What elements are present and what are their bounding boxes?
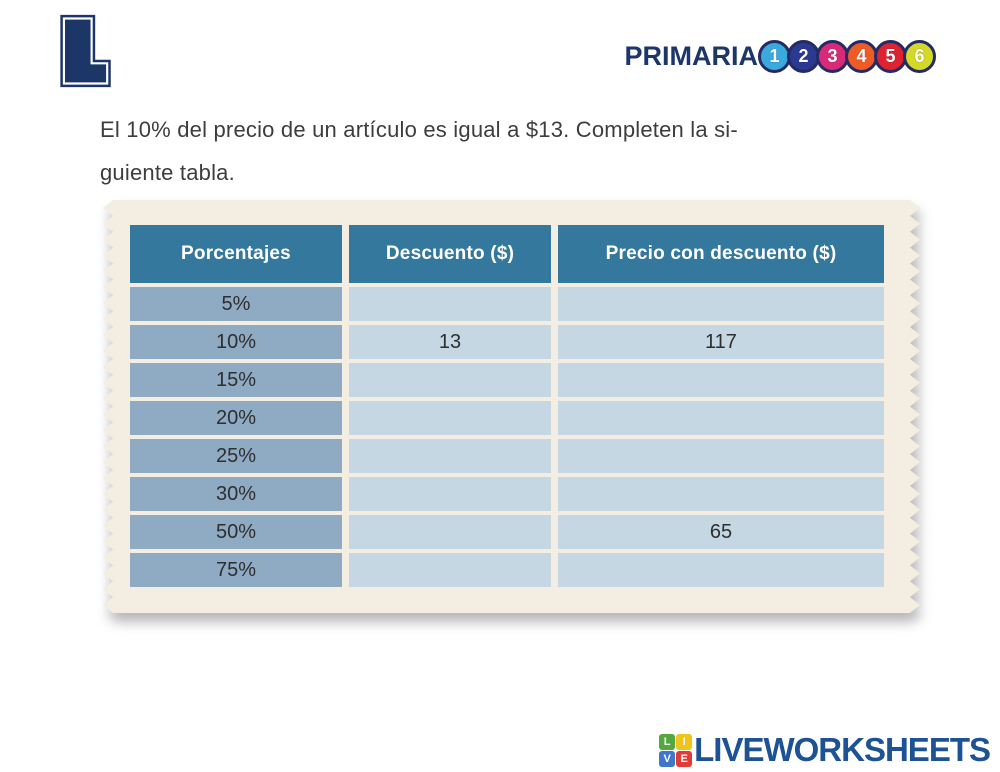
lw-icon-letter-v: V	[659, 750, 676, 767]
instruction-line-1: El 10% del precio de un artículo es igua…	[100, 117, 738, 142]
paper-shadow-wrap: Porcentajes Descuento ($) Precio con des…	[103, 200, 920, 613]
price-answer-cell[interactable]	[558, 553, 884, 587]
lw-icon-letter-l: L	[659, 733, 676, 750]
header-descuento: Descuento ($)	[349, 225, 551, 283]
level-5-badge: 5	[874, 39, 907, 73]
percentage-cell: 15%	[130, 363, 342, 397]
percentage-cell: 5%	[130, 287, 342, 321]
discount-answer-cell[interactable]	[349, 477, 551, 511]
discount-answer-cell[interactable]	[349, 287, 551, 321]
varsity-l-icon	[60, 14, 111, 88]
discount-answer-cell[interactable]	[349, 363, 551, 397]
liveworksheets-wordmark: LIVEWORKSHEETS	[694, 731, 991, 768]
percentage-cell: 25%	[130, 439, 342, 473]
price-answer-cell[interactable]	[558, 401, 884, 435]
school-letter-logo	[56, 13, 112, 89]
instruction-line-2: guiente tabla.	[100, 160, 235, 185]
percentage-cell: 30%	[130, 477, 342, 511]
price-value-cell: 65	[558, 515, 884, 549]
level-1-badge: 1	[758, 39, 791, 73]
discount-answer-cell[interactable]	[349, 401, 551, 435]
exercise-instruction: El 10% del precio de un artículo es igua…	[100, 108, 738, 194]
primaria-label: PRIMARIA	[624, 40, 759, 71]
level-6-badge: 6	[903, 39, 936, 73]
level-2-badge: 2	[787, 39, 820, 73]
lw-icon-letter-e: E	[676, 750, 693, 767]
percentage-cell: 50%	[130, 515, 342, 549]
lw-icon-letter-i: I	[676, 733, 693, 750]
header-porcentajes: Porcentajes	[130, 225, 342, 283]
percentages-table: Porcentajes Descuento ($) Precio con des…	[130, 225, 884, 587]
primaria-badge: PRIMARIA 1 2 3 4 5 6	[624, 38, 936, 74]
price-value-cell: 117	[558, 325, 884, 359]
discount-value-cell: 13	[349, 325, 551, 359]
price-answer-cell[interactable]	[558, 287, 884, 321]
discount-answer-cell[interactable]	[349, 515, 551, 549]
percentage-cell: 20%	[130, 401, 342, 435]
percentage-cell: 75%	[130, 553, 342, 587]
discount-answer-cell[interactable]	[349, 553, 551, 587]
discount-answer-cell[interactable]	[349, 439, 551, 473]
header-precio: Precio con descuento ($)	[558, 225, 884, 283]
price-answer-cell[interactable]	[558, 363, 884, 397]
price-answer-cell[interactable]	[558, 439, 884, 473]
percentage-cell: 10%	[130, 325, 342, 359]
serrated-paper: Porcentajes Descuento ($) Precio con des…	[103, 200, 920, 613]
liveworksheets-brand: L I V E LIVEWORKSHEETS	[659, 731, 991, 769]
liveworksheets-icon: L I V E	[659, 733, 693, 767]
price-answer-cell[interactable]	[558, 477, 884, 511]
